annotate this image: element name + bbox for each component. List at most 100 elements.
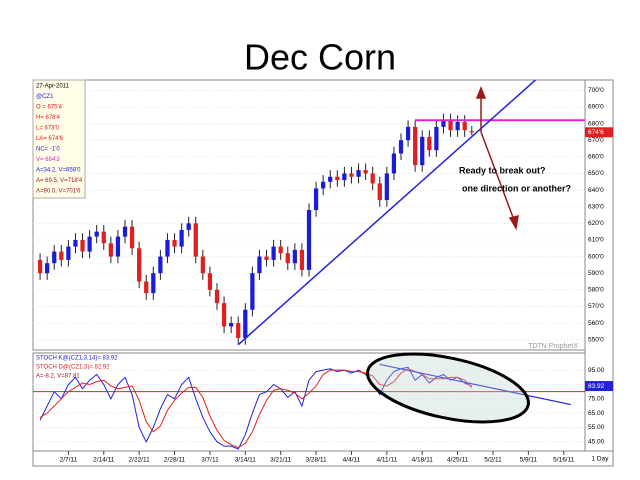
candle-body: [59, 251, 64, 260]
last-value-box: [585, 381, 613, 392]
y-tick-label: 640'0: [588, 187, 604, 194]
candle-body: [207, 273, 213, 290]
candle-body: [356, 170, 361, 177]
candle-body: [186, 223, 191, 230]
candle-body: [179, 229, 184, 247]
candle-body: [158, 256, 163, 274]
x-tick-label: 5/16/11: [553, 457, 575, 464]
candle-body: [278, 246, 283, 254]
last-price-label: 674'6: [588, 129, 604, 136]
y-tick-label: 75.00: [588, 396, 605, 403]
candle-body: [328, 176, 333, 182]
info-line: H= 678'4: [36, 115, 61, 121]
info-box: [32, 79, 86, 199]
legend-entry: STOCH D@(CZ1,3)= 82.92: [36, 365, 110, 371]
candle-body: [427, 136, 432, 151]
trend-line: [237, 80, 537, 346]
y-tick-label: 690'0: [588, 104, 604, 111]
candle-body: [37, 259, 43, 274]
highlight-ellipse: [366, 352, 530, 424]
y-tick-label: 660'0: [588, 154, 604, 161]
info-line: NC= -1'0: [36, 147, 60, 153]
candle-body: [236, 323, 241, 339]
candle-body: [165, 239, 170, 257]
candle-body: [342, 173, 347, 181]
arrow-down: [480, 131, 515, 221]
candle-body: [448, 120, 453, 131]
legend-entry: STOCH K@(CZ1,3,14)= 83.92: [36, 356, 118, 362]
arrow-head: [508, 214, 519, 231]
y-tick-label: 45.00: [588, 439, 605, 446]
y-tick-label: 550'0: [588, 336, 604, 343]
annotation: Ready to break out?: [459, 165, 546, 175]
candle-body: [172, 239, 177, 247]
candle-body: [349, 173, 354, 177]
candle-body: [193, 223, 198, 257]
candle-body: [434, 126, 439, 151]
info-line: A= 69.5, V=718'4: [36, 178, 83, 184]
candle-body: [108, 243, 113, 257]
candle-body: [420, 136, 425, 166]
y-tick-label: 600'0: [588, 253, 604, 260]
candle-body: [151, 273, 156, 294]
candle-body: [313, 188, 319, 211]
y-tick-label: 610'0: [588, 237, 604, 244]
info-line: O = 675'4: [36, 105, 63, 111]
candle-body: [101, 231, 106, 244]
slide-title: Dec Corn: [244, 37, 396, 78]
y-tick-label: 680'0: [588, 120, 604, 127]
candle-body: [137, 248, 142, 282]
candle-body: [321, 181, 326, 189]
x-tick-label: 2/7/11: [60, 457, 78, 464]
candle-body: [115, 236, 121, 257]
last-price-box: [585, 127, 613, 138]
candle-body: [214, 289, 220, 304]
last-value-label: 83.92: [588, 383, 605, 390]
info-line: A=34.2, V=658'0: [36, 168, 81, 174]
candle-body: [292, 249, 297, 264]
x-tick-label: 3/7/11: [201, 457, 219, 464]
candle-body: [455, 121, 460, 131]
candle-body: [243, 309, 248, 339]
legend-entry: A=-8.2, V=87.81: [36, 374, 80, 380]
y-tick-label: 590'0: [588, 270, 604, 277]
info-line: V= 684'3: [36, 157, 60, 163]
stoch-line: [39, 368, 473, 449]
y-tick-label: 560'0: [588, 320, 604, 327]
arrows: [475, 85, 519, 231]
candle-body: [271, 246, 276, 260]
candle-body: [73, 239, 78, 247]
candle-body: [264, 256, 269, 260]
watermark: TDTN ProphetX: [528, 343, 578, 350]
info-line: LA= 674'6: [36, 136, 64, 142]
candle-body: [377, 183, 382, 201]
candle-body: [335, 176, 340, 181]
candle-body: [257, 256, 262, 274]
x-tick-label: 3/14/11: [235, 457, 257, 464]
candle-body: [229, 323, 234, 327]
candle-body: [87, 236, 92, 252]
x-tick-label: 5/9/11: [520, 457, 538, 464]
candle-body: [370, 173, 375, 184]
candle-body: [221, 303, 227, 327]
candle-body: [200, 256, 205, 274]
plot-layer: 550'0 560'0 570'0 580'0 590'0 600'0 610'0 620'0…: [32, 79, 613, 464]
y-tick-label: 650'0: [588, 170, 604, 177]
candle-body: [52, 251, 57, 264]
candle-body: [441, 120, 446, 127]
info-line: A=90.0, V=701'6: [36, 189, 81, 195]
x-tick-label: 4/11/11: [376, 457, 397, 464]
candle-body: [299, 249, 305, 270]
annotation: one direction or another?: [462, 183, 571, 193]
x-tick-label: 4/18/11: [412, 457, 434, 464]
candle-body: [462, 121, 467, 131]
trend-line: [379, 363, 571, 406]
candle-body: [384, 173, 389, 201]
candle-body: [129, 226, 135, 249]
y-tick-label: 570'0: [588, 303, 604, 310]
y-tick-label: 670'0: [588, 137, 604, 144]
candle-body: [391, 153, 397, 174]
plot-area: [33, 80, 585, 346]
period-label: 1 Day: [592, 456, 610, 463]
